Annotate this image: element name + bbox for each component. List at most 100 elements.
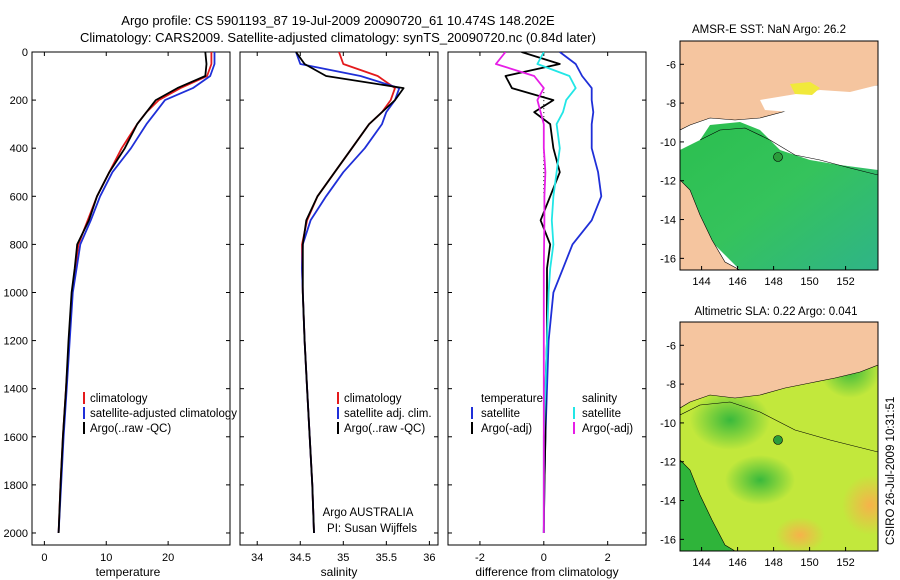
sla-map-axes: 144 146 148 150 152 -6 -8 -10 -12 -14 -16 [660,340,855,569]
legend-header-salinity: salinity [582,393,617,405]
pi-note: PI: Susan Wijffels [327,523,417,535]
depth-tick-label: 600 [10,191,28,203]
legend-label-temp-argo: Argo(-adj) [481,423,532,435]
series-line-blue [542,52,603,534]
depth-tick-label: 1400 [4,384,28,396]
map-lat-label: -8 [666,379,676,391]
series-line-cyan [536,52,577,533]
salinity-series [295,52,405,534]
x-tick-label: 34 [251,552,263,564]
legend-header-temperature: temperature [481,393,543,405]
legend-label-argo: Argo(..raw -QC) [344,423,425,435]
sla-low-patch-2 [690,390,770,450]
x-tick-label: 35.5 [376,552,397,564]
temperature-panel: 0 200 400 600 800 1000 1200 1400 1600 1800 2000 0 1… [4,47,238,579]
x-tick-label: 2 [605,552,611,564]
salinity-depth-ticks [240,51,438,534]
sst-land-southwest [680,179,741,270]
sla-map-panel: Altimetric SLA: 0.22 Argo: 0.041 144 146 1… [660,306,879,569]
map-lat-label: -16 [660,534,676,546]
depth-tick-label: 200 [10,95,28,107]
x-tick-label: 36 [423,552,435,564]
legend-label-satellite: satellite-adjusted climatology [90,408,237,420]
legend-label-argo: Argo(..raw -QC) [90,423,171,435]
depth-tick-label: 1600 [4,432,28,444]
depth-tick-label: 1800 [4,480,28,492]
map-lon-label: 150 [800,276,818,288]
sst-warm-patch [790,82,820,95]
map-lon-label: 152 [836,557,854,569]
map-lon-label: 150 [800,557,818,569]
sla-map-title: Altimetric SLA: 0.22 Argo: 0.041 [694,306,857,318]
map-lat-label: -16 [660,253,676,265]
x-tick-label: 0 [41,552,47,564]
sla-land-southwest [680,459,736,551]
x-tick-label: 0 [541,552,547,564]
salinity-x-axis: 34 34.5 35 35.5 36 [251,52,436,564]
salinity-xlabel: salinity [321,565,358,579]
difference-x-axis: -2 0 2 [475,52,611,564]
map-lon-label: 144 [692,276,710,288]
sst-map-title: AMSR-E SST: NaN Argo: 26.2 [692,24,846,36]
map-lon-label: 152 [836,276,854,288]
series-line-magenta [494,52,547,533]
salinity-legend: climatology satellite adj. clim. Argo(..… [337,392,432,435]
legend-label-climatology: climatology [344,393,402,405]
sla-high-patch-2 [775,517,825,551]
map-lat-label: -12 [660,457,676,469]
sst-argo-location-dot [773,152,783,162]
depth-axis: 0 200 400 600 800 1000 1200 1400 1600 1800 2000 [4,47,230,540]
map-lat-label: -10 [660,137,676,149]
temperature-legend: climatology satellite-adjusted climatolo… [83,392,237,435]
x-tick-label: 34.5 [290,552,311,564]
depth-tick-label: 1000 [4,287,28,299]
map-lon-label: 146 [728,557,746,569]
depth-tick-label: 1200 [4,336,28,348]
depth-tick-label: 2000 [4,528,28,540]
depth-tick-label: 800 [10,239,28,251]
series-line-black [295,52,405,534]
difference-depth-ticks [448,51,646,534]
figure-title-line1: Argo profile: CS 5901193_87 19-Jul-2009 … [121,13,555,28]
map-lon-label: 146 [728,276,746,288]
depth-tick-label: 400 [10,143,28,155]
x-tick-label: 35 [337,552,349,564]
x-tick-label: 20 [162,552,174,564]
x-tick-label: 10 [100,552,112,564]
legend-label-sal-satellite: satellite [582,408,621,420]
map-lat-label: -12 [660,176,676,188]
sst-map-panel: AMSR-E SST: NaN Argo: 26.2 144 146 148 150 1… [660,24,879,288]
legend-label-climatology: climatology [90,393,148,405]
sla-map-frame [679,321,879,552]
difference-panel: -2 0 2 difference from climatology tempera… [447,51,647,579]
sla-argo-location-dot [773,435,783,445]
map-lat-label: -6 [666,59,676,71]
legend-label-sal-argo: Argo(-adj) [582,423,633,435]
temperature-x-axis: 0 10 20 [41,52,174,564]
legend-label-temp-satellite: satellite [481,408,520,420]
sst-missing-band [760,85,878,115]
sla-coastline [680,401,878,453]
map-lat-label: -6 [666,340,676,352]
map-lon-label: 144 [692,557,710,569]
sst-coastline [699,127,878,176]
argo-program-note: Argo AUSTRALIA [323,507,414,519]
sla-low-patch-3 [725,455,795,505]
temperature-xlabel: temperature [96,565,161,579]
map-lat-label: -14 [660,215,676,227]
csiro-timestamp: CSIRO 26-Jul-2009 10:31:51 [885,397,897,545]
difference-series [494,52,603,534]
map-lat-label: -8 [666,98,676,110]
sst-map-image [680,41,878,270]
sla-land-northwest [680,322,878,409]
map-lat-label: -14 [660,496,676,508]
sst-ocean-field [680,122,878,270]
salinity-axes-frame [239,51,439,546]
sla-high-patch [842,475,878,535]
temperature-series [57,52,216,534]
map-lat-label: -10 [660,418,676,430]
sla-map-image [680,322,878,551]
figure-title-line2: Climatology: CARS2009. Satellite-adjuste… [80,30,596,45]
map-lon-label: 148 [764,276,782,288]
